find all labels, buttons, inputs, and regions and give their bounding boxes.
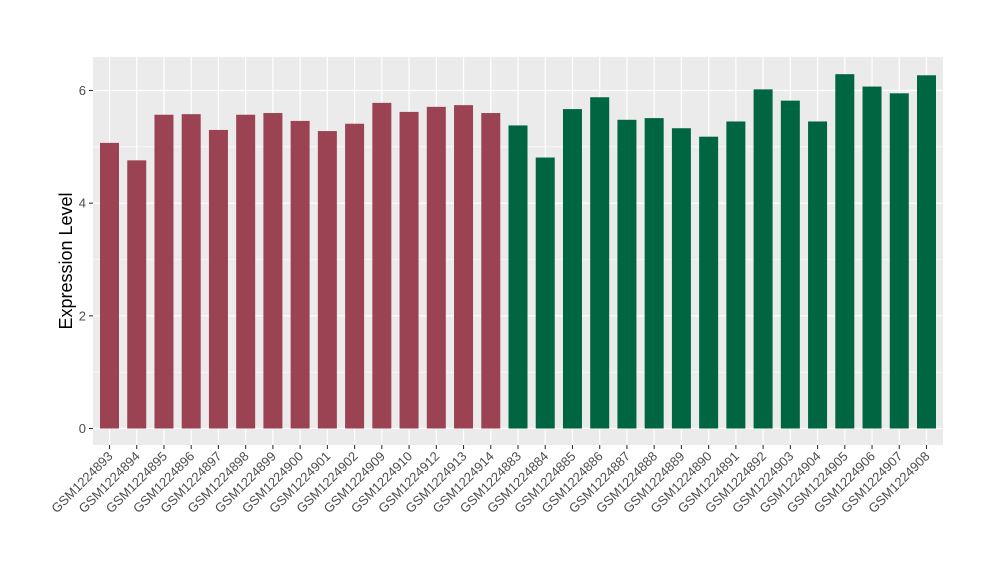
bar-GSM1224902 bbox=[345, 123, 365, 429]
bar-GSM1224888 bbox=[644, 118, 664, 429]
bar-GSM1224897 bbox=[208, 129, 228, 429]
bar-GSM1224894 bbox=[127, 160, 147, 429]
bar-GSM1224885 bbox=[562, 109, 582, 429]
bar-GSM1224905 bbox=[835, 74, 855, 429]
bar-GSM1224889 bbox=[671, 128, 691, 429]
bar-GSM1224891 bbox=[726, 121, 746, 429]
y-tick-label: 0 bbox=[79, 421, 86, 436]
bar-GSM1224904 bbox=[808, 121, 828, 429]
bar-GSM1224908 bbox=[917, 75, 936, 429]
bar-GSM1224896 bbox=[181, 114, 201, 429]
bar-GSM1224892 bbox=[753, 89, 773, 429]
bar-GSM1224907 bbox=[889, 93, 909, 429]
bar-GSM1224903 bbox=[780, 100, 800, 429]
y-tick-label: 6 bbox=[79, 83, 86, 98]
bar-GSM1224895 bbox=[154, 114, 174, 429]
bar-GSM1224909 bbox=[372, 102, 392, 429]
y-axis-label: Expression Level bbox=[56, 192, 76, 329]
bar-GSM1224887 bbox=[617, 119, 637, 429]
x-axis: GSM1224893GSM1224894GSM1224895GSM1224896… bbox=[48, 445, 933, 516]
bar-GSM1224914 bbox=[481, 113, 501, 429]
y-tick-label: 4 bbox=[79, 196, 86, 211]
bar-GSM1224890 bbox=[699, 136, 719, 429]
bar-GSM1224883 bbox=[508, 125, 528, 429]
bar-GSM1224898 bbox=[236, 114, 256, 429]
bar-GSM1224912 bbox=[426, 106, 446, 429]
bar-GSM1224884 bbox=[535, 157, 555, 429]
bar-GSM1224899 bbox=[263, 113, 283, 429]
bar-GSM1224893 bbox=[100, 142, 119, 429]
y-tick-label: 2 bbox=[79, 308, 86, 323]
bar-GSM1224913 bbox=[454, 105, 474, 429]
bars-group bbox=[100, 74, 936, 429]
bar-GSM1224910 bbox=[399, 111, 419, 429]
bar-GSM1224900 bbox=[290, 120, 310, 429]
bar-GSM1224906 bbox=[862, 86, 882, 429]
bar-GSM1224901 bbox=[317, 131, 337, 429]
bar-GSM1224886 bbox=[590, 97, 610, 429]
y-axis: 0 2 4 6 bbox=[79, 83, 93, 436]
